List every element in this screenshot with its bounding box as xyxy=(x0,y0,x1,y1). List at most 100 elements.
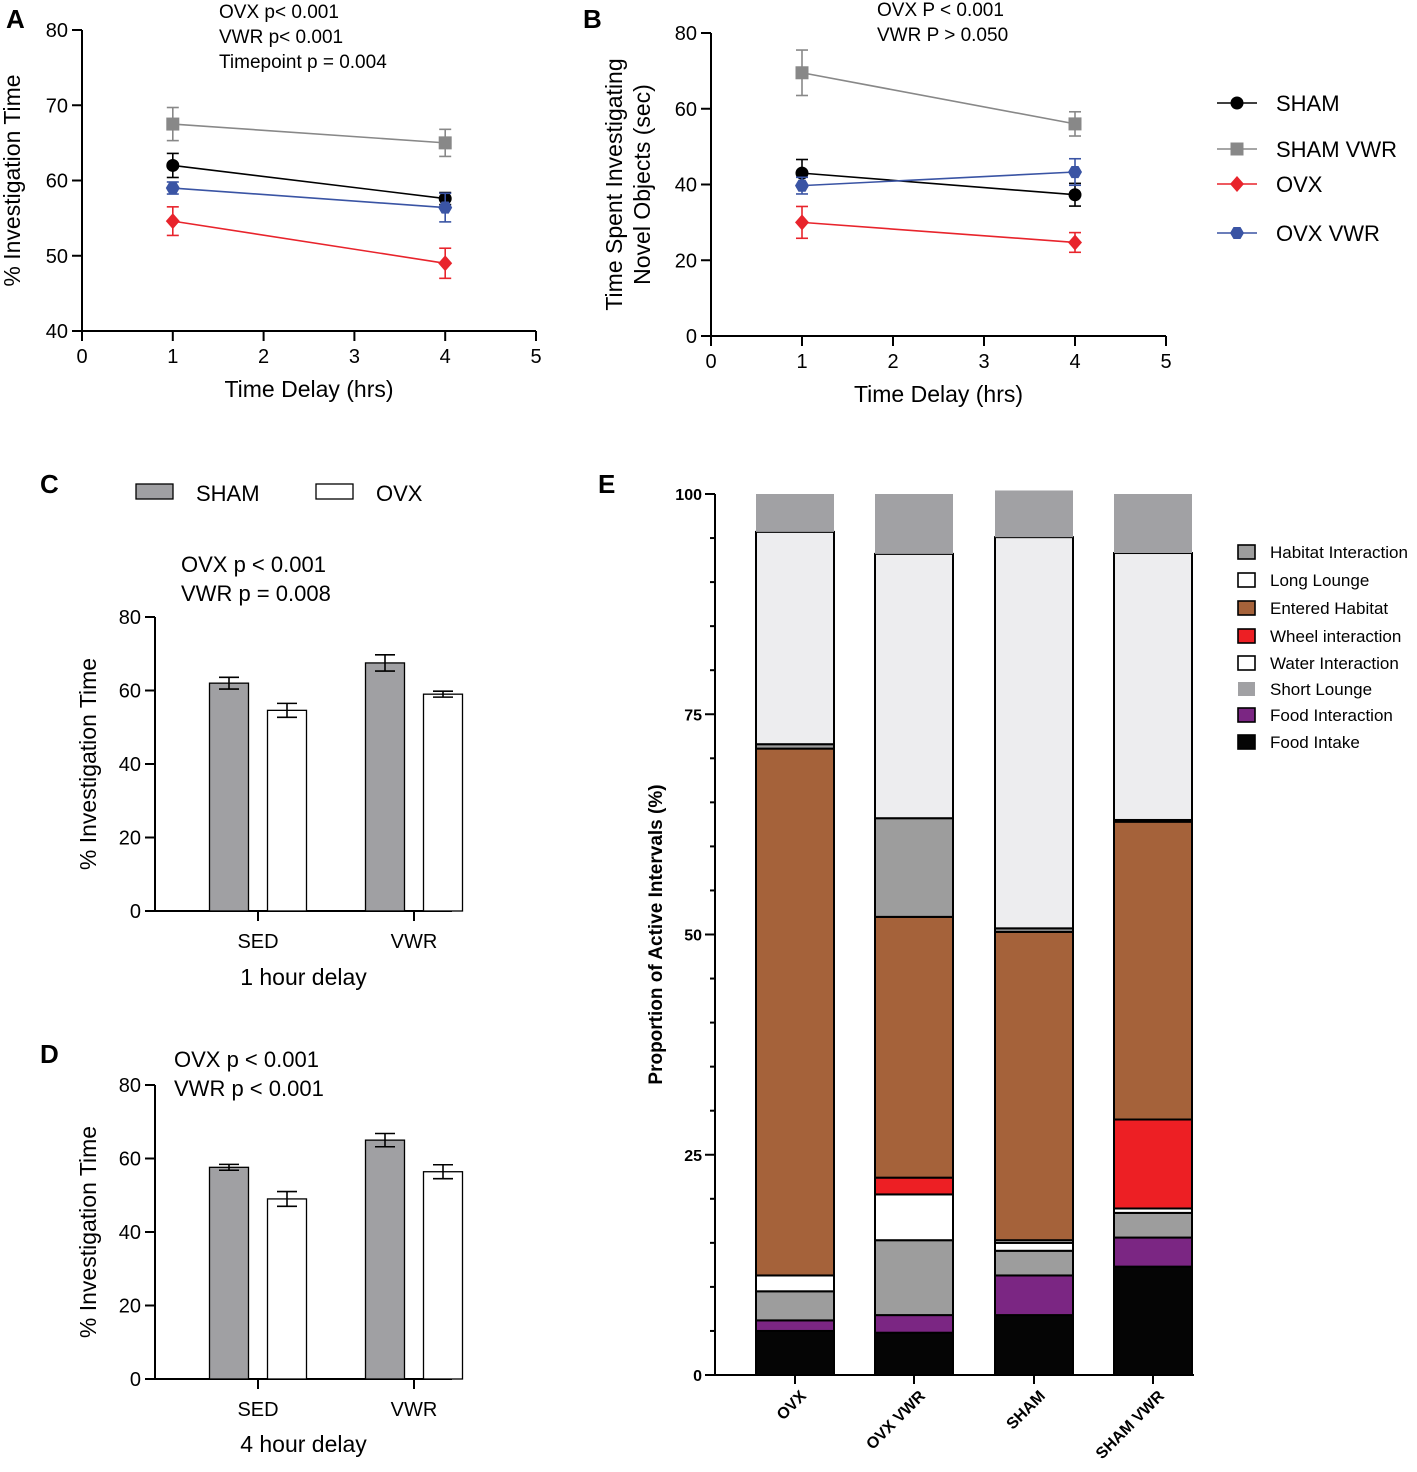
stacked-bar-sham: SHAM xyxy=(994,490,1074,1433)
segment-short-lounge xyxy=(1114,494,1192,554)
x-tick-label: 1 xyxy=(796,351,807,373)
group-sed: SED xyxy=(208,1163,308,1421)
series-line xyxy=(801,171,1076,187)
series-line xyxy=(801,172,1076,196)
y-axis-label: Time Spent Investigating xyxy=(601,58,627,310)
bar-sham xyxy=(208,1166,250,1380)
x-tick-label: 5 xyxy=(530,346,541,368)
legend-swatch xyxy=(1237,707,1256,723)
stat-annotation: VWR p = 0.008 xyxy=(181,581,331,606)
data-point xyxy=(166,158,180,172)
bar-sham xyxy=(364,1139,406,1380)
panel-label: D xyxy=(40,1039,59,1069)
segment-food-interaction xyxy=(874,1314,954,1334)
legend-swatch xyxy=(1238,682,1255,696)
legend-label: Food Intake xyxy=(1270,733,1360,752)
bar-ovx xyxy=(266,1198,308,1380)
legend-label: Wheel interaction xyxy=(1270,627,1401,646)
group-vwr: VWR xyxy=(364,1132,464,1421)
data-point xyxy=(165,181,180,195)
segment-long-lounge xyxy=(994,536,1074,930)
bar-sham xyxy=(364,662,406,912)
segment-entered-habitat xyxy=(1113,820,1193,1121)
y-tick-label: 20 xyxy=(119,828,141,850)
x-tick-label: 3 xyxy=(978,351,989,373)
segment-food-interaction xyxy=(755,1319,835,1332)
bar-ovx xyxy=(422,693,464,912)
panel-title: 1 hour delay xyxy=(240,964,367,990)
x-tick-label: 2 xyxy=(258,346,269,368)
data-point xyxy=(1068,188,1082,202)
segment-habitat-interaction xyxy=(1113,1211,1193,1239)
legend-label: Long Lounge xyxy=(1270,571,1369,590)
series-line xyxy=(172,123,446,144)
y-tick-label: 80 xyxy=(675,23,697,45)
y-tick-label: 0 xyxy=(693,1368,702,1385)
y-tick-label: 60 xyxy=(119,1149,141,1171)
y-axis-label: Proportion of Active Intervals (%) xyxy=(646,784,667,1084)
segment-habitat-interaction xyxy=(874,817,954,918)
y-axis-label: % Investigation Time xyxy=(75,1126,101,1338)
series-line xyxy=(172,164,446,200)
y-tick-label: 0 xyxy=(130,901,141,923)
legend-label: Short Lounge xyxy=(1270,680,1372,699)
segment-water-interaction xyxy=(874,1193,954,1242)
y-tick-label: 80 xyxy=(119,1075,141,1097)
x-tick-label: OVX xyxy=(774,1388,810,1424)
series-sham-vwr xyxy=(795,49,1082,137)
data-point xyxy=(1068,165,1082,179)
legend-label: SHAM xyxy=(196,481,260,506)
segment-food-intake xyxy=(874,1331,954,1377)
panel-label: B xyxy=(583,4,602,34)
segment-long-lounge xyxy=(1113,552,1193,821)
y-tick-label: 75 xyxy=(684,707,702,724)
segment-food-interaction xyxy=(1113,1236,1193,1268)
legend-label: OVX VWR xyxy=(1276,221,1380,246)
y-axis-label: Novel Objects (sec) xyxy=(629,84,655,285)
stat-annotation: OVX p< 0.001 xyxy=(219,2,339,23)
bar-sham xyxy=(208,682,250,912)
stacked-bar-sham-vwr: SHAM VWR xyxy=(1093,494,1193,1463)
legend-marker xyxy=(1230,142,1244,156)
segment-food-interaction xyxy=(994,1274,1074,1317)
segment-entered-habitat xyxy=(755,747,835,1277)
x-tick-label: 3 xyxy=(349,346,360,368)
y-tick-label: 80 xyxy=(46,20,68,42)
panel-label: C xyxy=(40,469,59,499)
legend-swatch xyxy=(1237,734,1256,750)
legend-label: Food Interaction xyxy=(1270,706,1393,725)
x-tick-label: 0 xyxy=(76,346,87,368)
data-point xyxy=(1068,117,1082,131)
x-tick-label: 2 xyxy=(887,351,898,373)
segment-food-intake xyxy=(755,1329,835,1376)
series-ovx-vwr xyxy=(165,181,453,223)
series-line xyxy=(172,187,446,209)
segment-habitat-interaction xyxy=(874,1239,954,1317)
y-tick-label: 0 xyxy=(686,326,697,348)
segment-habitat-interaction xyxy=(755,1290,835,1322)
legend-ab: SHAM SHAM VWR OVX OVX VWR xyxy=(1217,91,1397,246)
y-tick-label: 20 xyxy=(675,250,697,272)
legend-marker xyxy=(1230,226,1244,240)
stacked-bar-ovx: OVX xyxy=(755,494,835,1424)
legend-swatch xyxy=(1237,544,1256,560)
legend-swatch xyxy=(135,483,174,500)
x-tick-label: 0 xyxy=(705,351,716,373)
stacked-bar-ovx-vwr: OVX VWR xyxy=(863,494,954,1453)
segment-entered-habitat xyxy=(994,930,1074,1242)
series-line xyxy=(172,220,446,265)
data-point xyxy=(438,201,453,214)
panel-b: B 0 20 40 60 80 0 1 2 3 4 5 Time Delay (hrs) Time Spe… xyxy=(583,0,1172,407)
panel-c: C 0 20 40 60 80 % Investigation Time OVX p < 0.… xyxy=(40,469,464,990)
y-tick-label: 40 xyxy=(119,1222,141,1244)
series-sham-vwr xyxy=(166,106,452,158)
data-point xyxy=(795,179,809,192)
segment-long-lounge xyxy=(755,530,835,746)
x-tick-label: SHAM VWR xyxy=(1093,1387,1168,1462)
series-ovx xyxy=(795,205,1082,254)
data-point xyxy=(438,136,452,150)
data-point xyxy=(795,214,809,231)
x-tick-label: VWR xyxy=(391,931,438,953)
legend-label: OVX xyxy=(376,481,423,506)
